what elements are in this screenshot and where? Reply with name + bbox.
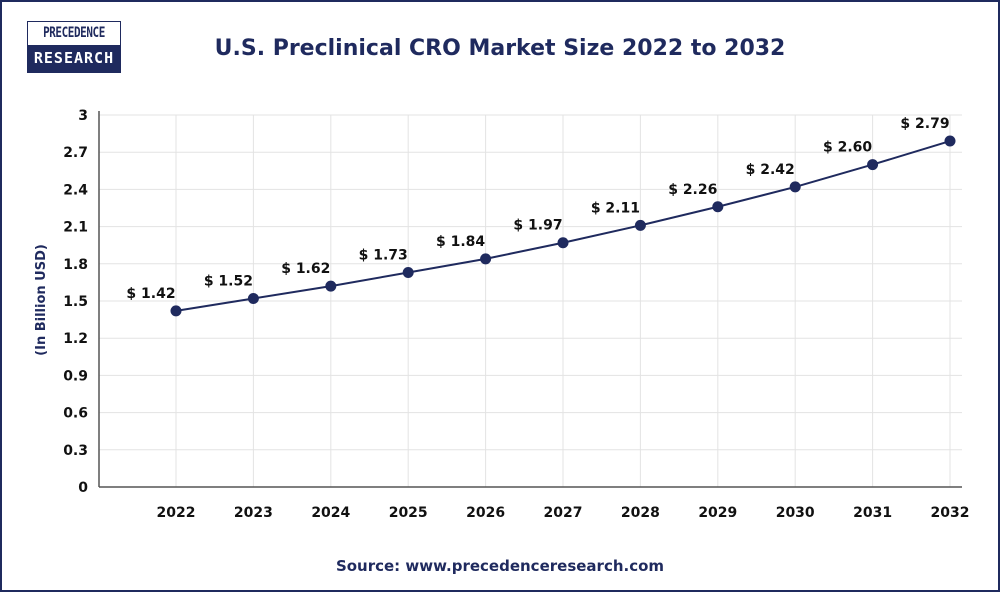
logo-line2: RESEARCH [28,45,120,72]
x-tick-label: 2030 [776,505,815,521]
y-tick-label: 2.4 [63,182,88,198]
x-tick-label: 2024 [311,505,350,521]
y-tick-label: 1.2 [63,331,88,347]
data-point [402,266,414,278]
y-tick-label: 2.7 [63,145,88,161]
data-label: $ 1.62 [281,261,330,277]
y-tick-label: 1.8 [63,257,88,273]
data-label: $ 2.11 [591,200,640,216]
data-label: $ 1.84 [436,234,485,250]
y-tick-label: 3 [78,108,88,124]
data-label: $ 1.73 [359,247,408,263]
y-tick-label: 0.6 [63,406,88,422]
x-tick-label: 2025 [389,505,428,521]
data-label: $ 2.42 [746,162,795,178]
data-point [170,305,182,317]
x-tick-label: 2026 [466,505,505,521]
y-tick-label: 0 [78,480,88,496]
data-point [480,253,492,265]
source-text: Source: www.precedenceresearch.com [335,557,665,575]
data-point [789,181,801,193]
y-tick-label: 0.9 [63,368,88,384]
data-point [247,293,259,305]
chart-title: U.S. Preclinical CRO Market Size 2022 to… [214,36,786,61]
data-label: $ 2.26 [668,182,717,198]
logo: PRECEDENCE RESEARCH [27,21,121,73]
y-axis-label: (In Billion USD) [34,244,49,356]
data-point [634,219,646,231]
data-point [557,237,569,249]
data-label: $ 1.52 [204,274,253,290]
x-tick-label: 2031 [853,505,892,521]
y-tick-label: 2.1 [63,220,88,236]
data-label: $ 2.60 [823,140,872,156]
data-label: $ 2.79 [900,116,949,132]
x-tick-label: 2027 [544,505,583,521]
data-point [944,135,956,147]
x-tick-label: 2022 [157,505,196,521]
logo-line1: PRECEDENCE [38,22,110,45]
x-tick-label: 2029 [698,505,737,521]
data-point [712,201,724,213]
x-tick-label: 2032 [931,505,970,521]
data-label: $ 1.97 [513,218,562,234]
y-tick-label: 1.5 [63,294,88,310]
x-tick-label: 2028 [621,505,660,521]
data-point [867,159,879,171]
x-tick-label: 2023 [234,505,273,521]
data-point [325,280,337,292]
y-tick-label: 0.3 [63,443,88,459]
data-label: $ 1.42 [126,286,175,302]
